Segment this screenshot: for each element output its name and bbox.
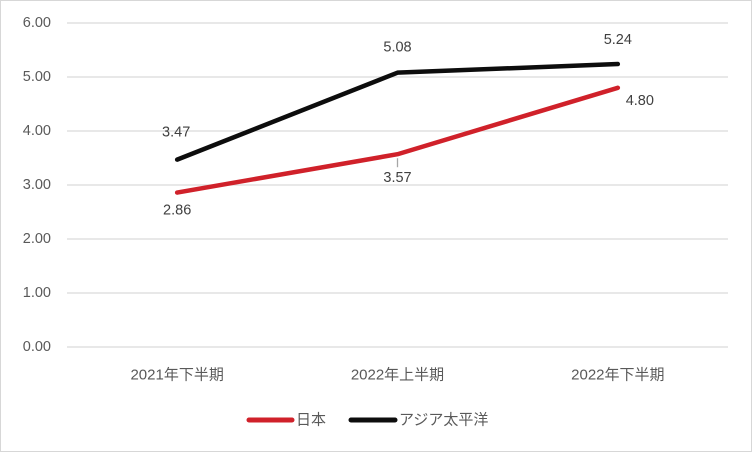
y-axis-tick-label: 0.00 xyxy=(23,339,51,355)
series-line-japan xyxy=(174,85,621,195)
legend-label-japan: 日本 xyxy=(296,412,326,429)
y-axis-tick-label: 3.00 xyxy=(23,177,51,193)
x-axis-category-label: 2022年下半期 xyxy=(571,367,664,384)
y-axis-tick-label: 5.00 xyxy=(23,69,51,85)
y-axis-tick-label: 1.00 xyxy=(23,285,51,301)
y-axis-tick-label: 4.00 xyxy=(23,123,51,139)
data-label-asia-pacific: 5.08 xyxy=(383,40,411,56)
data-label-asia-pacific: 5.24 xyxy=(604,32,632,48)
legend-label-asia-pacific: アジア太平洋 xyxy=(399,412,488,429)
y-axis-tick-label: 2.00 xyxy=(23,231,51,247)
data-label-asia-pacific: 3.47 xyxy=(162,125,190,141)
data-label-japan: 2.86 xyxy=(163,203,191,219)
x-axis-category-label: 2022年上半期 xyxy=(351,367,444,384)
y-axis-tick-label: 6.00 xyxy=(23,15,51,31)
x-axis-category-label: 2021年下半期 xyxy=(130,367,223,384)
data-label-japan: 3.57 xyxy=(383,170,411,186)
series-line-asia-pacific xyxy=(174,61,621,162)
data-label-japan: 4.80 xyxy=(626,93,654,109)
